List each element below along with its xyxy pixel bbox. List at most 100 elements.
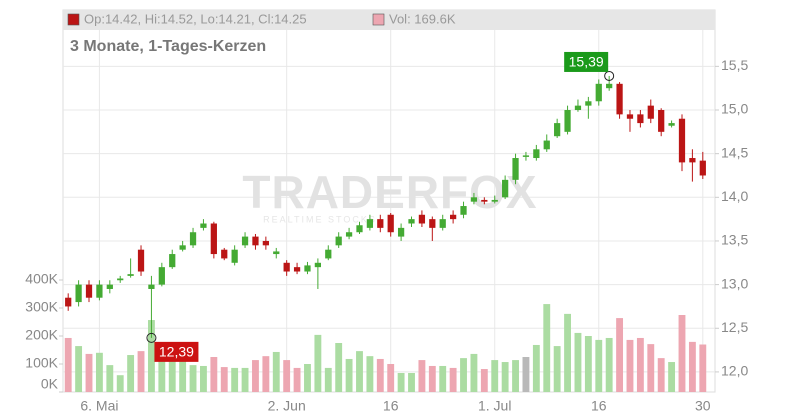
- candle-body: [158, 267, 165, 285]
- candle-body: [273, 251, 280, 255]
- candle-body: [574, 105, 582, 111]
- candle-body: [439, 219, 446, 228]
- x-tick-label: 1. Jul: [478, 398, 511, 414]
- x-tick-label: 16: [591, 398, 607, 414]
- candle-body: [335, 236, 342, 246]
- volume-bar: [564, 313, 571, 392]
- candle-body: [127, 274, 134, 276]
- volume-bar: [158, 348, 166, 392]
- candle-body: [377, 219, 384, 228]
- candle-body: [491, 199, 498, 202]
- extreme-label: 12,39: [159, 344, 194, 360]
- x-tick-label: 6. Mai: [80, 398, 118, 414]
- volume-bar: [595, 339, 603, 392]
- volume-bar: [220, 367, 228, 392]
- volume-bar: [491, 360, 499, 392]
- x-tick-label: 30: [695, 398, 711, 414]
- marks-layer: [64, 75, 707, 392]
- candle-body: [210, 223, 217, 255]
- volume-bar: [200, 365, 207, 392]
- candle-body: [658, 110, 665, 132]
- volume-bar: [532, 344, 540, 392]
- candle-body: [502, 179, 509, 198]
- volume-bar: [345, 358, 353, 392]
- volume-bar: [304, 364, 311, 392]
- volume-legend: Vol: 169.6K: [389, 11, 456, 26]
- volume-bar: [439, 365, 447, 392]
- candle-body: [689, 158, 696, 163]
- candle-body: [75, 284, 82, 303]
- candle-body: [470, 197, 478, 202]
- volume-bar: [470, 353, 478, 392]
- volume-bar: [366, 356, 374, 392]
- volume-bar: [231, 367, 239, 392]
- candle-body: [345, 232, 353, 237]
- volume-bar: [501, 362, 509, 392]
- candle-body: [293, 267, 301, 272]
- candle-body: [450, 214, 457, 220]
- candle-body: [699, 160, 706, 176]
- candle-body: [137, 249, 145, 272]
- volume-bar: [314, 334, 322, 392]
- y2-tick-label: 200K: [25, 327, 58, 343]
- volume-bar: [137, 351, 145, 392]
- y2-tick-label: 0K: [41, 376, 59, 392]
- candle-body: [595, 83, 602, 102]
- y-tick-label: 12,0: [721, 363, 748, 379]
- volume-bar: [252, 360, 259, 392]
- volume-bar: [460, 358, 467, 392]
- extreme-label: 15,39: [569, 54, 604, 70]
- candle-body: [522, 155, 530, 157]
- volume-bar: [616, 318, 624, 392]
- volume-bar: [553, 346, 561, 392]
- candle-body: [221, 249, 228, 259]
- price-legend: Op:14.42, Hi:14.52, Lo:14.21, Cl:14.25: [84, 11, 307, 26]
- candle-body: [647, 105, 654, 119]
- candle-body: [429, 219, 436, 228]
- watermark: TRADERFOX: [242, 166, 537, 218]
- candle-body: [460, 206, 467, 215]
- volume-bar: [387, 364, 395, 392]
- y-tick-label: 13,0: [721, 275, 748, 291]
- y2-tick-label: 100K: [25, 355, 58, 371]
- volume-legend-swatch: [372, 13, 385, 26]
- volume-bar: [64, 337, 72, 392]
- candle-body: [304, 265, 311, 272]
- volume-bar: [85, 353, 93, 392]
- volume-bar: [324, 367, 332, 392]
- volume-bar: [574, 332, 582, 392]
- candle-body: [616, 83, 623, 115]
- y-tick-label: 14,5: [721, 144, 748, 160]
- candle-body: [96, 284, 103, 298]
- candle-body: [554, 123, 561, 137]
- candle-body: [356, 225, 363, 233]
- candle-body: [543, 140, 550, 150]
- candle-body: [512, 158, 519, 180]
- volume-bar: [95, 352, 103, 392]
- candle-body: [262, 240, 269, 246]
- volume-bar: [688, 341, 696, 392]
- extreme-marker: [604, 70, 615, 81]
- volume-bar: [283, 360, 291, 392]
- volume-bar: [668, 362, 676, 392]
- legend-bar: [63, 10, 715, 30]
- volume-bar: [168, 360, 176, 392]
- y-tick-label: 15,5: [721, 57, 748, 73]
- volume-bar: [626, 339, 634, 392]
- candle-body: [418, 214, 426, 224]
- candle-body: [533, 149, 540, 159]
- candle-body: [283, 262, 290, 272]
- volume-bar: [75, 346, 83, 392]
- extreme-marker: [146, 332, 157, 343]
- subtitle: 3 Monate, 1-Tages-Kerzen: [70, 38, 266, 55]
- x-tick-label: 16: [383, 398, 399, 414]
- candle-body: [585, 101, 592, 106]
- candle-body: [564, 110, 571, 132]
- volume-bar: [636, 337, 644, 392]
- candle-body: [241, 236, 249, 246]
- volume-bar: [262, 356, 270, 392]
- candle-body: [231, 249, 238, 263]
- y-tick-label: 15,0: [721, 101, 748, 117]
- extreme-label-box: [154, 341, 199, 362]
